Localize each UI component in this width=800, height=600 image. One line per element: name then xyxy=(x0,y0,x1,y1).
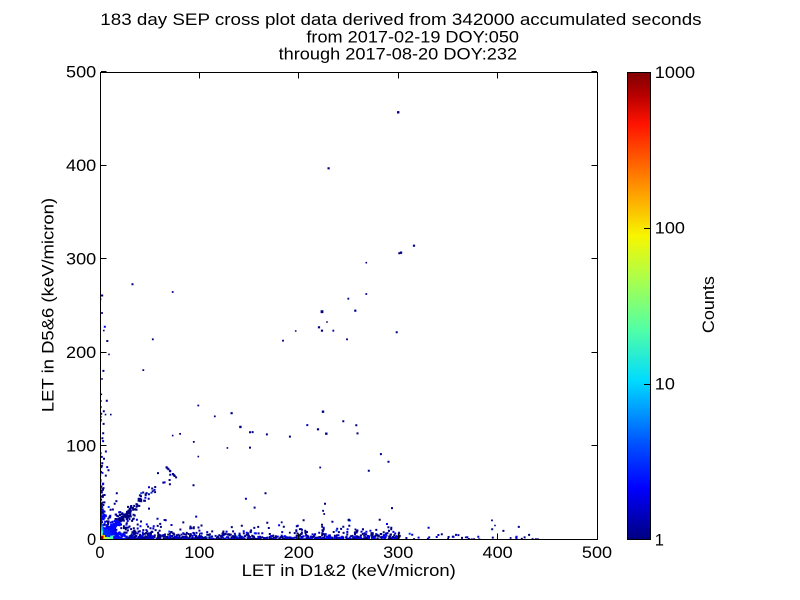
svg-text:100: 100 xyxy=(184,544,214,562)
svg-text:400: 400 xyxy=(483,544,513,562)
svg-text:500: 500 xyxy=(582,544,612,562)
svg-text:0: 0 xyxy=(95,544,104,562)
svg-text:Counts: Counts xyxy=(700,276,718,333)
svg-text:300: 300 xyxy=(66,251,96,269)
svg-text:100: 100 xyxy=(655,220,685,238)
svg-text:500: 500 xyxy=(66,64,96,82)
svg-text:10: 10 xyxy=(655,376,675,394)
svg-text:200: 200 xyxy=(284,544,314,562)
svg-text:400: 400 xyxy=(66,157,96,175)
svg-text:1: 1 xyxy=(655,531,664,549)
svg-text:LET in D1&2 (keV/micron): LET in D1&2 (keV/micron) xyxy=(242,562,456,580)
svg-text:1000: 1000 xyxy=(655,64,695,82)
svg-text:200: 200 xyxy=(66,344,96,362)
svg-text:100: 100 xyxy=(66,438,96,456)
svg-text:through 2017-08-20 DOY:232: through 2017-08-20 DOY:232 xyxy=(279,45,517,63)
svg-text:LET in D5&6 (keV/micron): LET in D5&6 (keV/micron) xyxy=(40,198,58,412)
svg-text:0: 0 xyxy=(87,531,96,549)
svg-text:from 2017-02-19 DOY:050: from 2017-02-19 DOY:050 xyxy=(306,28,519,46)
svg-text:300: 300 xyxy=(383,544,413,562)
svg-text:183 day SEP cross plot data de: 183 day SEP cross plot data derived from… xyxy=(100,11,701,29)
